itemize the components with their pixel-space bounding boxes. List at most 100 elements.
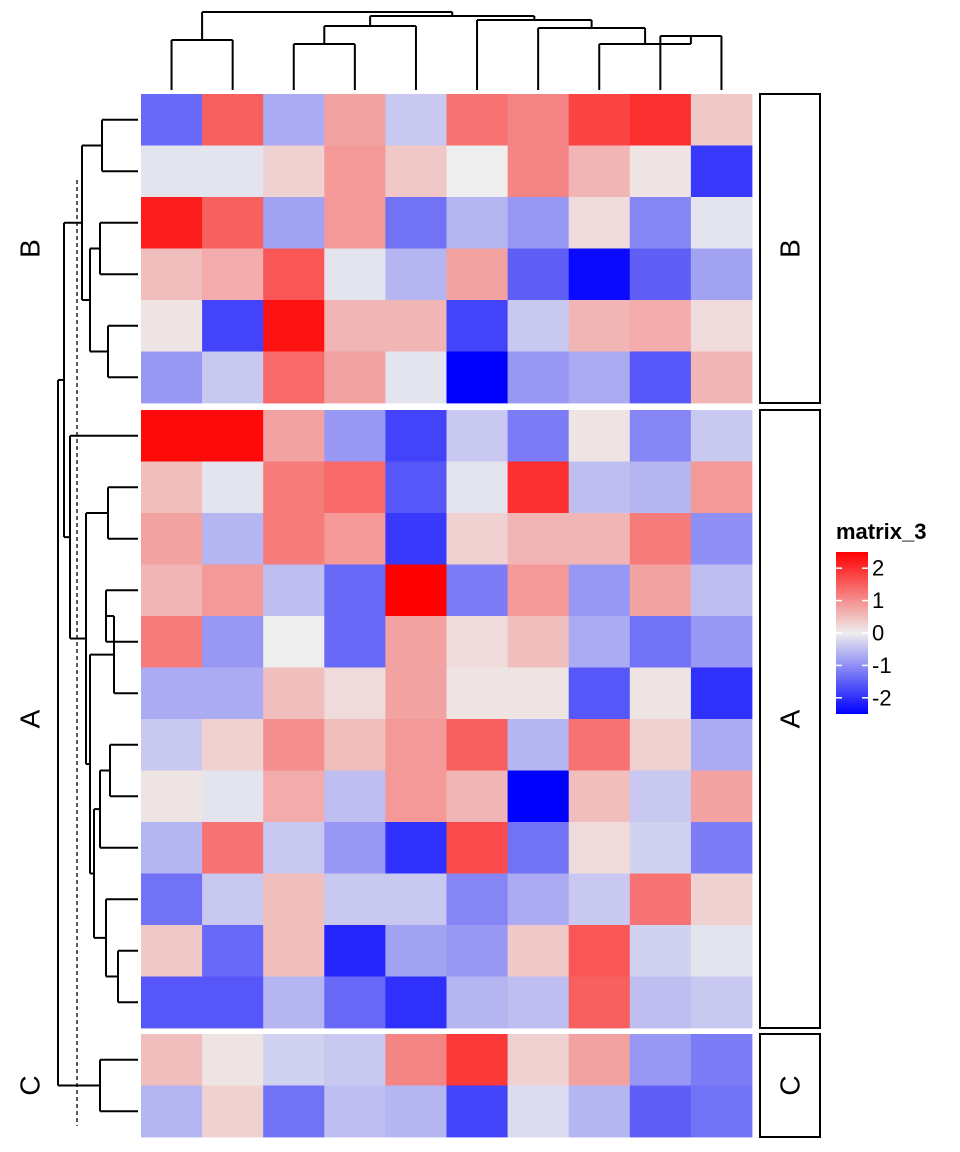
heatmap-cell (202, 822, 264, 874)
heatmap-cell (629, 976, 692, 1029)
heatmap-cell (385, 197, 447, 249)
heatmap-cell (385, 513, 447, 565)
heatmap-cell (446, 616, 508, 668)
heatmap-cell (324, 925, 386, 977)
heatmap-cell (629, 513, 692, 565)
heatmap-cell (263, 770, 325, 823)
heatmap-cell (263, 976, 325, 1029)
heatmap-cell (324, 1085, 386, 1138)
slice-box-b (759, 93, 821, 404)
slice-label-right: A (775, 709, 806, 728)
heatmap-cell (263, 94, 325, 146)
heatmap-cell (629, 351, 692, 404)
heatmap-cell (568, 197, 631, 249)
heatmap-cell (324, 410, 386, 462)
heatmap-cell (141, 410, 203, 462)
heatmap-cell (568, 248, 631, 301)
heatmap-cell (568, 667, 631, 720)
heatmap-cell (141, 616, 203, 668)
legend-title: matrix_3 (836, 519, 927, 544)
heatmap-cell (141, 1034, 203, 1086)
heatmap-cell (446, 1034, 508, 1086)
heatmap-cell (568, 1034, 631, 1086)
heatmap-cell (141, 667, 203, 720)
heatmap-cell (690, 770, 753, 823)
heatmap-cell (263, 719, 325, 771)
heatmap-cell (690, 564, 753, 617)
heatmap-cell (324, 248, 386, 301)
heatmap-cell (629, 564, 692, 617)
heatmap-cell (568, 976, 631, 1029)
heatmap-cell (690, 248, 753, 301)
heatmap-cell (446, 770, 508, 823)
heatmap-cell (690, 719, 753, 771)
heatmap-cell (568, 351, 631, 404)
heatmap-cell (629, 197, 692, 249)
heatmap-cell (690, 145, 753, 198)
heatmap-cell (385, 1034, 447, 1086)
heatmap-cell (507, 873, 570, 926)
heatmap-cell (629, 1034, 692, 1086)
heatmap-cell (324, 770, 386, 823)
heatmap-cell (446, 197, 508, 249)
heatmap-cell (568, 461, 631, 514)
heatmap-cell (507, 976, 570, 1029)
heatmap-cell (507, 300, 570, 352)
heatmap-cell (629, 616, 692, 668)
heatmap-cell (263, 564, 325, 617)
heatmap-cell (385, 300, 447, 352)
heatmap-cell (263, 873, 325, 926)
heatmap-cell (202, 719, 264, 771)
heatmap-cell (324, 616, 386, 668)
heatmap-cell (507, 822, 570, 874)
heatmap-cell (385, 461, 447, 514)
heatmap-cell (690, 300, 753, 352)
heatmap-cell (202, 461, 264, 514)
heatmap-cell (202, 351, 264, 404)
heatmap-cell (629, 94, 692, 146)
heatmap-cell (446, 248, 508, 301)
heatmap-cell (446, 822, 508, 874)
heatmap-cell (385, 248, 447, 301)
heatmap-cell (141, 197, 203, 249)
heatmap-cell (141, 564, 203, 617)
heatmap-cell (446, 925, 508, 977)
heatmap-cell (141, 925, 203, 977)
heatmap-cell (324, 300, 386, 352)
heatmap-cell (629, 719, 692, 771)
slice-box-c (759, 1033, 821, 1138)
heatmap-cell (202, 616, 264, 668)
heatmap-cell (507, 564, 570, 617)
heatmap-cell (324, 822, 386, 874)
heatmap-cell (690, 616, 753, 668)
heatmap-cell (141, 719, 203, 771)
heatmap-cell (690, 873, 753, 926)
heatmap-cell (446, 145, 508, 198)
heatmap-cell (690, 94, 753, 146)
heatmap-cell (385, 1085, 447, 1138)
heatmap-cell (629, 770, 692, 823)
heatmap-cell (446, 410, 508, 462)
heatmap-cell (202, 513, 264, 565)
heatmap-cell (324, 94, 386, 146)
heatmap-cell (446, 873, 508, 926)
heatmap-cell (202, 925, 264, 977)
heatmap-cell (202, 667, 264, 720)
heatmap-cell (141, 873, 203, 926)
heatmap-cell (507, 667, 570, 720)
heatmap-cell (385, 925, 447, 977)
heatmap-cell (568, 616, 631, 668)
heatmap-cell (446, 513, 508, 565)
heatmap-cell (629, 248, 692, 301)
heatmap-cell (690, 1034, 753, 1086)
heatmap-cell (324, 145, 386, 198)
heatmap-cell (385, 410, 447, 462)
heatmap-cell (690, 976, 753, 1029)
heatmap-cell (507, 351, 570, 404)
heatmap-cell (446, 351, 508, 404)
color-legend: matrix_3 2 1 0 -1 -2 (836, 519, 927, 714)
heatmap-cell (507, 1085, 570, 1138)
heatmap-cell (263, 616, 325, 668)
heatmap-body (141, 94, 753, 1138)
